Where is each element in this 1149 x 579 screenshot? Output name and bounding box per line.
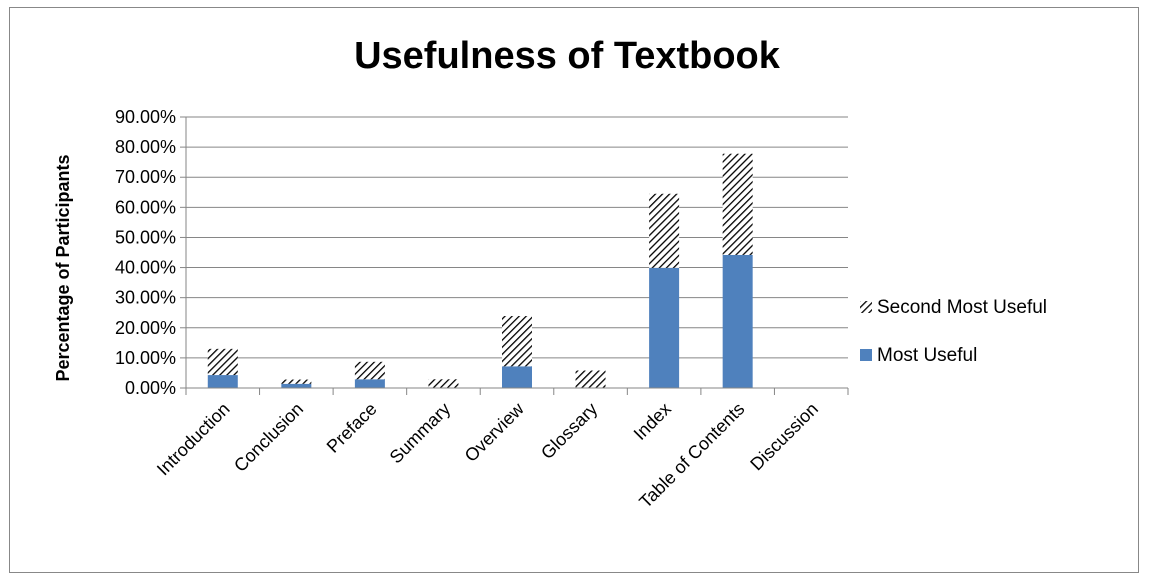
y-tick-label: 50.00% <box>115 227 176 247</box>
y-tick-label: 40.00% <box>115 258 176 278</box>
chart-frame <box>9 7 1139 573</box>
bar-second-most-useful <box>722 153 753 255</box>
legend-label-second-most-useful: Second Most Useful <box>877 297 1047 318</box>
chart-title: Usefulness of Textbook <box>354 35 781 77</box>
x-category-label: Preface <box>323 399 381 457</box>
x-category-label: Discussion <box>746 399 822 475</box>
bar-most-useful <box>207 375 238 388</box>
bar-second-most-useful <box>428 379 459 388</box>
bar-second-most-useful <box>575 370 606 388</box>
legend: Second Most Useful Most Useful <box>860 297 1047 366</box>
bar-second-most-useful <box>502 316 532 367</box>
y-tick-label: 90.00% <box>115 107 176 127</box>
y-tick-label: 60.00% <box>115 197 176 217</box>
x-category-label: Index <box>630 399 675 444</box>
x-category-label: Summary <box>386 399 455 468</box>
y-tick-label: 30.00% <box>115 288 176 308</box>
legend-swatch-second-most-useful <box>860 301 872 313</box>
bar-second-most-useful <box>207 348 238 376</box>
bar-most-useful <box>722 254 753 388</box>
y-tick-label: 20.00% <box>115 318 176 338</box>
legend-swatch-most-useful <box>860 349 872 361</box>
y-tick-labels: 0.00% 10.00% 20.00% 30.00% 40.00% 50.00% 60.00… <box>115 107 176 398</box>
y-tick-label: 0.00% <box>125 378 176 398</box>
y-tick-label: 70.00% <box>115 167 176 187</box>
bars <box>207 153 753 388</box>
axes <box>185 117 849 395</box>
bar-second-most-useful <box>354 361 385 380</box>
y-tick-label: 10.00% <box>115 348 176 368</box>
y-axis-label: Percentage of Participants <box>53 154 73 381</box>
x-category-label: Glossary <box>537 399 601 463</box>
bar-second-most-useful <box>281 379 312 384</box>
bar-most-useful <box>354 379 385 388</box>
bar-most-useful <box>649 267 680 388</box>
legend-label-most-useful: Most Useful <box>877 345 977 366</box>
x-category-label: Introduction <box>153 399 234 480</box>
x-category-label: Overview <box>461 398 529 466</box>
bar-second-most-useful <box>649 193 680 268</box>
x-category-label: Conclusion <box>230 399 307 476</box>
y-tick-label: 80.00% <box>115 137 176 157</box>
bar-most-useful <box>281 383 312 388</box>
bar-most-useful <box>502 366 532 388</box>
